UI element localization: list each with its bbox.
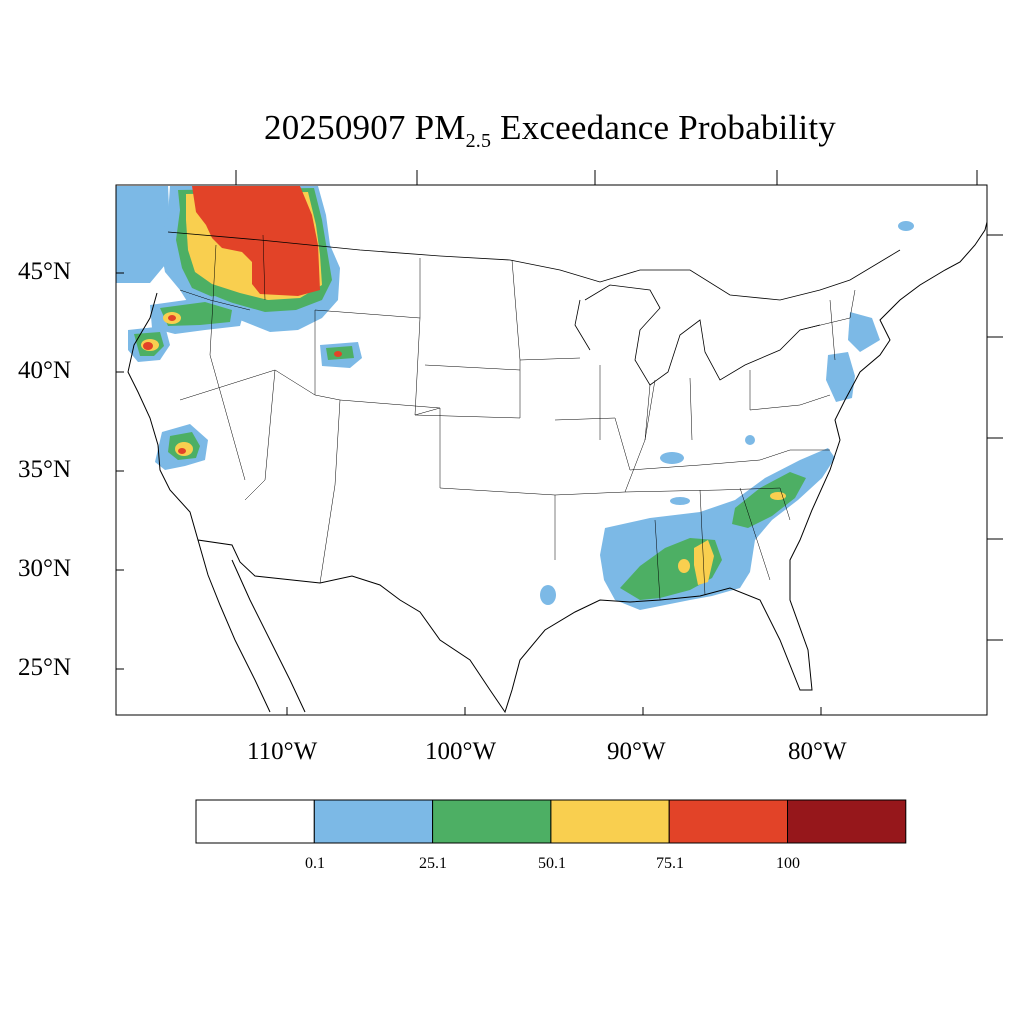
virginia-blue-spot — [745, 435, 755, 445]
colorbar-swatch-0 — [195, 799, 315, 844]
lat-label-25: 25°N — [18, 654, 72, 681]
lat-label-45: 45°N — [18, 258, 72, 285]
southeast-green-region-a — [732, 472, 806, 528]
lon-label-110w: 110°W — [247, 738, 318, 765]
mexico-coast-outline — [231, 559, 306, 713]
great-lakes-outline — [574, 284, 821, 386]
us-outline — [127, 219, 987, 714]
state-boundaries — [179, 234, 856, 601]
left-ticks — [116, 272, 124, 670]
colorbar-swatch-1 — [313, 799, 434, 844]
title-date: 20250907 — [264, 108, 406, 147]
canada-border — [167, 231, 901, 301]
lon-label-100w: 100°W — [425, 738, 497, 765]
lat-label-40: 40°N — [18, 357, 72, 384]
colorbar-label-4: 100 — [776, 855, 800, 872]
maine-blue-spot — [898, 221, 914, 231]
title-pm-subscript: 2.5 — [465, 130, 492, 152]
colorbar-label-2: 50.1 — [538, 855, 566, 872]
mid-atlantic-blue-region — [826, 352, 855, 402]
tennessee-blue-spot — [670, 497, 690, 505]
wyoming-red-spot — [334, 351, 342, 357]
title-pm: PM — [414, 108, 466, 147]
ohio-valley-blue-spot — [660, 452, 684, 464]
colorbar-swatch-5 — [787, 799, 907, 844]
alabama-yellow-region — [694, 540, 714, 585]
top-ticks — [235, 170, 978, 185]
nw-california-red-spot — [143, 342, 153, 350]
plot-frame — [115, 184, 988, 716]
lat-label-30: 30°N — [18, 555, 72, 582]
lat-label-35: 35°N — [18, 456, 72, 483]
lon-label-90w: 90°W — [607, 738, 666, 765]
colorbar-swatch-4 — [668, 799, 789, 844]
color-bar — [195, 799, 907, 844]
colorbar-label-0: 0.1 — [305, 855, 325, 872]
new-england-blue-region — [848, 312, 880, 352]
colorbar-label-1: 25.1 — [419, 855, 447, 872]
sierra-red-spot — [178, 448, 186, 454]
colorbar-swatch-3 — [550, 799, 670, 844]
mississippi-yellow-spot — [678, 559, 690, 573]
map-title: 20250907 PM2.5 Exceedance Probability — [0, 108, 1024, 153]
northern-rockies-red-region — [192, 186, 320, 296]
right-ticks — [987, 234, 1003, 641]
colorbar-label-3: 75.1 — [656, 855, 684, 872]
oregon-red-spot — [168, 315, 176, 321]
pacific-northwest-blue-region — [116, 186, 170, 283]
title-rest: Exceedance Probability — [500, 108, 836, 147]
bottom-ticks — [286, 707, 822, 715]
lon-label-80w: 80°W — [788, 738, 847, 765]
colorbar-swatch-2 — [432, 799, 552, 844]
baja-outline — [197, 539, 271, 713]
map-content — [116, 186, 987, 714]
texas-blue-spot — [540, 585, 556, 605]
